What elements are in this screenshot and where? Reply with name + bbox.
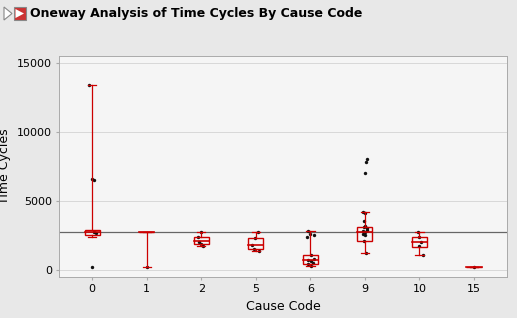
Point — [255, 249, 263, 254]
Point — [470, 265, 478, 270]
Point — [304, 229, 312, 234]
Point — [359, 231, 367, 236]
Point — [303, 262, 312, 267]
Point — [195, 239, 204, 245]
Point — [92, 231, 100, 236]
Point — [362, 159, 370, 164]
Point — [199, 243, 207, 248]
Point — [360, 223, 369, 228]
Point — [310, 233, 318, 238]
Point — [361, 230, 370, 235]
Bar — [302, 254, 318, 264]
Point — [415, 234, 423, 239]
Point — [360, 219, 368, 224]
Point — [310, 256, 318, 261]
Point — [360, 238, 368, 243]
Point — [251, 235, 259, 240]
Point — [194, 234, 202, 239]
Point — [197, 241, 205, 246]
Text: Oneway Analysis of Time Cycles By Cause Code: Oneway Analysis of Time Cycles By Cause … — [30, 7, 362, 20]
Point — [302, 234, 311, 239]
Point — [362, 251, 370, 256]
Point — [309, 260, 317, 266]
Polygon shape — [16, 9, 24, 18]
Point — [362, 157, 371, 162]
Point — [90, 230, 98, 235]
Point — [197, 230, 205, 235]
Polygon shape — [4, 7, 12, 20]
Point — [360, 233, 369, 238]
Point — [88, 265, 97, 270]
Point — [307, 259, 315, 264]
X-axis label: Cause Code: Cause Code — [246, 300, 321, 313]
Point — [363, 227, 371, 232]
Point — [360, 170, 369, 176]
Point — [306, 231, 314, 236]
Point — [361, 211, 369, 216]
Point — [360, 225, 368, 230]
Point — [359, 229, 368, 234]
Point — [415, 244, 423, 249]
Point — [417, 239, 425, 245]
FancyBboxPatch shape — [14, 7, 26, 20]
Point — [358, 209, 367, 214]
Point — [414, 230, 422, 235]
Bar — [193, 237, 209, 244]
Point — [248, 242, 256, 247]
Point — [307, 263, 315, 268]
Bar — [357, 227, 372, 241]
Point — [307, 252, 315, 257]
Point — [254, 230, 262, 235]
Point — [85, 82, 93, 87]
Bar — [248, 238, 264, 249]
Point — [90, 177, 98, 183]
Point — [418, 252, 427, 257]
Point — [363, 226, 372, 231]
Bar — [412, 237, 427, 247]
Y-axis label: Time Cycles: Time Cycles — [0, 128, 11, 204]
Point — [143, 265, 151, 270]
Point — [304, 258, 312, 263]
Bar — [85, 230, 100, 235]
Point — [87, 176, 96, 181]
Point — [250, 246, 258, 252]
